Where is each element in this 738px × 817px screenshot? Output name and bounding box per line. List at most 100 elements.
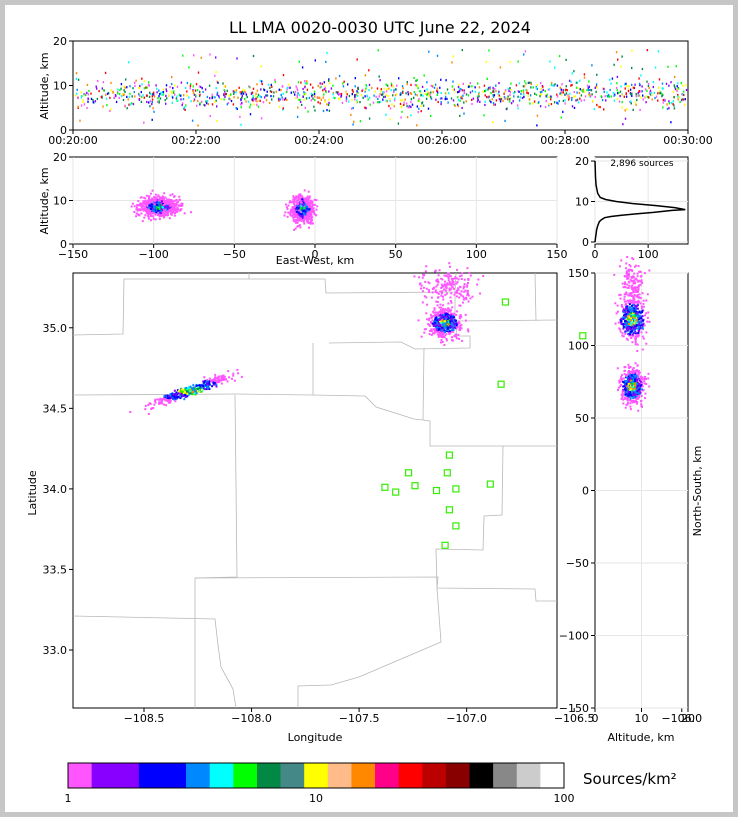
plan-view-point xyxy=(434,330,436,333)
altitude-time-point xyxy=(583,99,585,102)
altitude-time-point xyxy=(200,85,202,88)
altitude-time-point xyxy=(676,90,678,93)
altitude-ew-point xyxy=(302,210,305,212)
ns-altitude-point xyxy=(637,287,640,290)
altitude-ew-point xyxy=(163,202,166,205)
altitude-time-point xyxy=(591,93,593,96)
plan-view-point xyxy=(427,281,430,284)
altitude-time-point xyxy=(186,90,188,93)
altitude-time-point xyxy=(188,66,190,69)
ns-altitude-point xyxy=(637,372,640,374)
altitude-time-point xyxy=(343,80,345,83)
ns-altitude-point xyxy=(624,396,627,399)
plan-view-point xyxy=(448,289,451,292)
plan-view-point xyxy=(148,402,151,405)
altitude-ew-point xyxy=(293,200,296,203)
ns-altitude-point xyxy=(622,402,625,405)
altitude-time-point xyxy=(642,98,644,101)
plan-view-point xyxy=(467,330,470,333)
plan-view-point xyxy=(447,279,450,282)
ns-altitude-point xyxy=(633,312,636,314)
altitude-time-point xyxy=(183,107,185,110)
altitude-time-point xyxy=(241,92,243,95)
ns-altitude-point xyxy=(624,383,627,385)
altitude-time-point xyxy=(79,119,81,122)
altitude-time-point xyxy=(352,90,354,93)
plan-view-point xyxy=(173,389,176,392)
altitude-time-point xyxy=(94,100,97,103)
altitude-time-point xyxy=(389,99,391,102)
plan-view-point xyxy=(166,397,169,399)
altitude-time-point xyxy=(317,101,319,104)
altitude-time-point xyxy=(322,89,324,92)
plan-view-point xyxy=(432,328,435,331)
altitude-ew-point xyxy=(313,198,316,201)
altitude-time-point xyxy=(428,92,430,95)
altitude-time-point xyxy=(571,105,574,108)
altitude-time-point xyxy=(527,81,530,84)
altitude-time-point xyxy=(109,109,111,112)
altitude-time-point xyxy=(516,104,519,107)
plan-view-point xyxy=(461,272,464,275)
altitude-time-point xyxy=(510,102,513,105)
altitude-time-point xyxy=(282,92,284,95)
plan-view-point xyxy=(453,312,456,315)
plan-view-point xyxy=(443,288,446,291)
altitude-time-point xyxy=(399,102,402,105)
plan-view-point xyxy=(441,283,443,286)
plan-view-point xyxy=(437,323,440,326)
altitude-time-point xyxy=(616,98,619,101)
ns-altitude-point xyxy=(641,292,644,295)
ns-altitude-point xyxy=(628,370,630,372)
ns-altitude-point xyxy=(630,395,633,398)
plan-view-point xyxy=(200,390,203,393)
plan-view-point xyxy=(443,317,445,320)
altitude-time-point xyxy=(195,95,197,98)
ns-altitude-point xyxy=(634,387,637,390)
ns-altitude-point xyxy=(630,330,632,333)
altitude-time-point xyxy=(159,97,162,100)
altitude-time-point xyxy=(666,107,669,110)
altitude-time-point xyxy=(583,90,585,93)
ns-altitude-point xyxy=(640,378,643,381)
altitude-time-point xyxy=(367,98,369,101)
altitude-ew-point xyxy=(169,194,172,197)
altitude-time-point xyxy=(684,98,686,101)
altitude-time-point xyxy=(517,90,519,93)
altitude-time-point xyxy=(668,102,671,105)
altitude-time-point xyxy=(673,104,675,107)
altitude-time-point xyxy=(626,108,628,111)
plan-view-point xyxy=(456,289,458,292)
ns-altitude-point xyxy=(621,392,624,395)
altitude-time-point xyxy=(573,70,575,73)
altitude-time-point xyxy=(553,101,556,104)
ns-altitude-point xyxy=(625,309,628,312)
figure-frame: LL LMA 0020-0030 UTC June 22, 2024 00:20… xyxy=(5,5,733,812)
ns-altitude-point xyxy=(619,293,622,296)
plan-view-point xyxy=(435,314,438,316)
plan-view-point xyxy=(449,310,452,313)
ns-altitude-point xyxy=(634,332,637,335)
altitude-time-point xyxy=(120,83,123,86)
plan-view-point xyxy=(220,375,223,378)
altitude-time-point xyxy=(520,90,522,93)
plan-view-point xyxy=(434,289,437,292)
altitude-time-point xyxy=(638,94,641,97)
altitude-time-point xyxy=(357,87,359,90)
altitude-time-point xyxy=(357,91,359,94)
plan-view-point xyxy=(184,388,187,391)
altitude-time-point xyxy=(235,89,238,92)
altitude-time-point xyxy=(430,84,433,87)
plan-view-point xyxy=(175,392,178,395)
ns-altitude-point xyxy=(627,299,630,302)
ns-altitude-point xyxy=(639,391,642,394)
altitude-ew-point xyxy=(139,202,142,205)
altitude-time-point xyxy=(280,88,282,92)
ns-altitude-point xyxy=(632,313,635,316)
altitude-time-point xyxy=(455,91,457,94)
plan-view-point xyxy=(420,287,422,290)
altitude-time-point xyxy=(325,60,327,63)
lma-station-marker xyxy=(452,522,460,530)
altitude-time-point xyxy=(423,74,425,77)
ns-altitude-point xyxy=(638,279,641,282)
